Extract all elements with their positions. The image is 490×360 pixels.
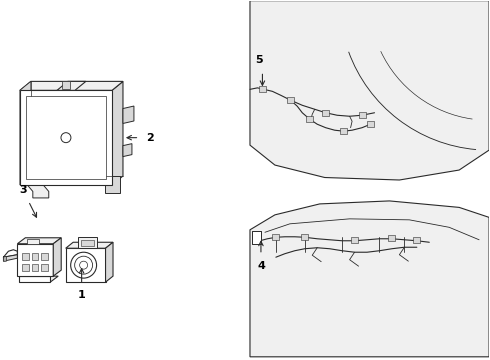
Polygon shape — [62, 81, 70, 89]
Bar — [306, 116, 313, 122]
Polygon shape — [123, 144, 132, 157]
Polygon shape — [57, 81, 86, 90]
Bar — [414, 237, 420, 243]
Bar — [301, 234, 308, 240]
Polygon shape — [252, 231, 261, 244]
Bar — [351, 237, 358, 243]
Bar — [32, 264, 38, 271]
Polygon shape — [17, 244, 53, 276]
Polygon shape — [17, 238, 61, 244]
Polygon shape — [20, 276, 50, 282]
Text: 4: 4 — [257, 261, 265, 271]
Text: 5: 5 — [255, 55, 263, 66]
Polygon shape — [81, 240, 94, 246]
Bar — [259, 86, 266, 92]
Polygon shape — [20, 276, 58, 282]
Bar — [322, 110, 329, 116]
Polygon shape — [123, 106, 134, 123]
Polygon shape — [104, 176, 121, 193]
Polygon shape — [3, 255, 17, 261]
Polygon shape — [26, 96, 106, 179]
Polygon shape — [250, 1, 489, 180]
Bar — [359, 112, 366, 118]
Polygon shape — [3, 256, 6, 261]
Polygon shape — [20, 81, 31, 185]
Bar — [23, 253, 29, 260]
Polygon shape — [20, 81, 123, 90]
Polygon shape — [250, 201, 489, 357]
Bar — [41, 253, 48, 260]
Bar — [340, 128, 347, 134]
Polygon shape — [53, 238, 61, 276]
Polygon shape — [77, 237, 97, 248]
Bar — [23, 264, 29, 271]
Bar — [287, 97, 294, 103]
Bar — [389, 235, 395, 241]
Polygon shape — [66, 248, 105, 282]
Polygon shape — [27, 185, 49, 198]
Text: 3: 3 — [20, 185, 27, 195]
Polygon shape — [105, 242, 113, 282]
Polygon shape — [27, 239, 39, 244]
Polygon shape — [20, 90, 112, 185]
Text: 1: 1 — [78, 289, 86, 300]
Bar — [32, 253, 38, 260]
Bar — [272, 234, 279, 240]
Polygon shape — [112, 81, 123, 185]
Bar — [41, 264, 48, 271]
Text: 2: 2 — [147, 133, 154, 143]
Polygon shape — [66, 242, 113, 248]
Bar — [367, 121, 374, 127]
